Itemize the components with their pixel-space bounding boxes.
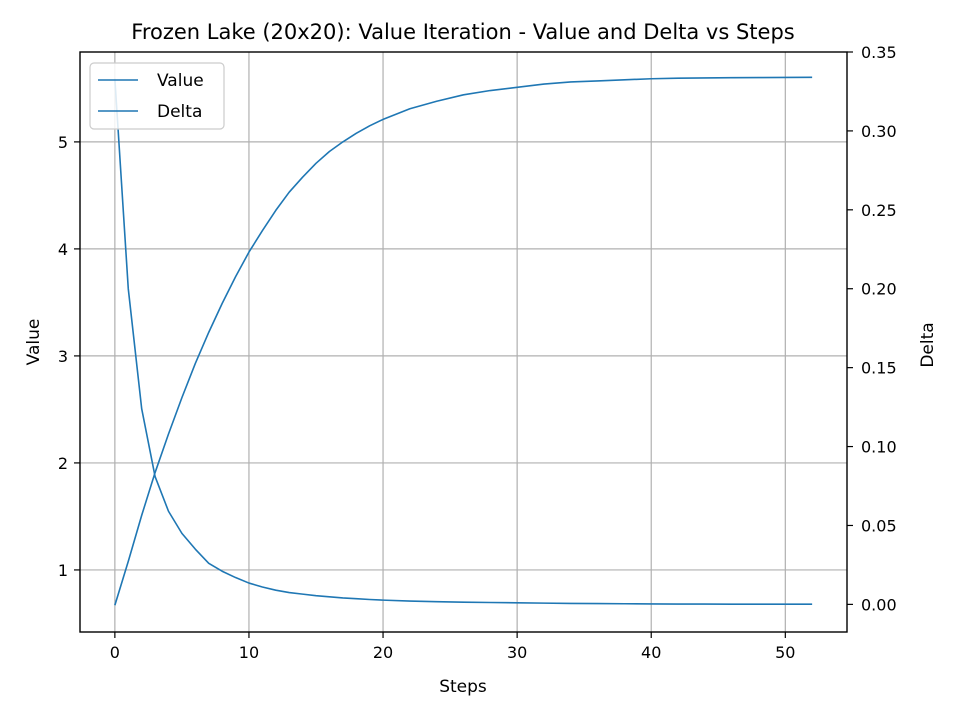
x-tick-label: 40	[641, 643, 661, 662]
y-tick-label: 1	[58, 561, 68, 580]
y2-tick-label: 0.00	[861, 595, 897, 614]
y2-tick-label: 0.20	[861, 280, 897, 299]
x-axis-label: Steps	[439, 677, 487, 697]
series-layer	[114, 76, 813, 606]
x-tick-label: 10	[239, 643, 259, 662]
legend-label-delta: Delta	[157, 102, 202, 122]
x-tick-label: 30	[507, 643, 527, 662]
y2-axis-label: Delta	[918, 322, 938, 367]
y2-tick-label: 0.25	[861, 201, 897, 220]
legend: Value Delta	[89, 62, 225, 130]
plot-frame	[79, 51, 848, 633]
series-line-value	[114, 76, 813, 606]
series-line-delta	[114, 78, 813, 606]
y-tick-label: 2	[58, 454, 68, 473]
y2-tick-label: 0.10	[861, 438, 897, 457]
y-tick-label: 5	[58, 133, 68, 152]
y2-tick-label: 0.05	[861, 516, 897, 535]
x-tick-label: 50	[775, 643, 795, 662]
y2-tick-label: 0.30	[861, 122, 897, 141]
chart-title: Frozen Lake (20x20): Value Iteration - V…	[131, 20, 794, 44]
y2-tick-label: 0.35	[861, 43, 897, 62]
legend-label-value: Value	[157, 71, 204, 91]
axis-ticks: 0 10 20 30 40 50 1 2 3 4 5 0.00 0.05 0.10 0.15 0.20 0.25…	[58, 43, 897, 662]
y-tick-label: 3	[58, 347, 68, 366]
y-axis-label: Value	[24, 319, 44, 366]
y-tick-label: 4	[58, 240, 68, 259]
y2-tick-label: 0.15	[861, 359, 897, 378]
grid	[80, 52, 847, 632]
x-tick-label: 0	[110, 643, 120, 662]
x-tick-label: 20	[373, 643, 393, 662]
